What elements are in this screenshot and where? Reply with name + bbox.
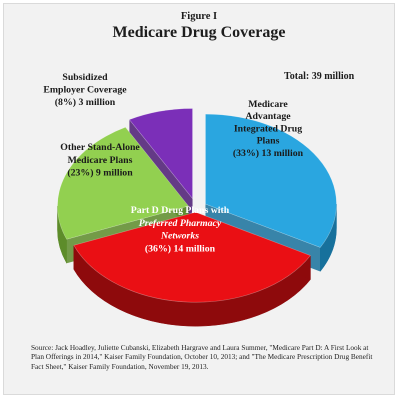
part-d-preferred-label-line: Part D Drug Plans with — [131, 205, 230, 216]
chart-title: Medicare Drug Coverage — [112, 24, 286, 41]
medicare-advantage-label-line: Integrated Drug — [234, 123, 302, 134]
figure-label: Figure I — [180, 11, 218, 22]
total-label: Total: 39 million — [284, 71, 355, 82]
part-d-preferred-slice — [73, 211, 311, 303]
subsidized-employer-label-line: Subsidized — [62, 72, 108, 83]
other-stand-alone-slice-side — [57, 206, 67, 265]
other-stand-alone-label-line: (23%) 9 million — [67, 168, 133, 179]
subsidized-employer-label-line: Employer Coverage — [43, 84, 127, 95]
medicare-advantage-slice — [205, 113, 337, 248]
subsidized-employer-slice — [128, 108, 193, 200]
medicare-advantage-label-line: Advantage — [245, 111, 291, 122]
medicare-advantage-label-line: Plans — [257, 136, 280, 147]
part-d-preferred-label: Part D Drug Plans with Preferred Pharmacy… — [131, 205, 230, 254]
pie-labels: Medicare Advantage Integrated Drug Plans (33… — [43, 72, 303, 254]
medicare-advantage-label-line: Medicare — [248, 99, 288, 110]
other-stand-alone-label-line: Medicare Plans — [68, 155, 133, 166]
other-stand-alone-label: Other Stand-Alone Medicare Plans (23%) 9 m… — [60, 142, 140, 179]
part-d-preferred-label-line: (36%) 14 million — [145, 243, 216, 254]
medicare-advantage-label-line: (33%) 13 million — [233, 148, 304, 159]
part-d-preferred-label-line: Preferred Pharmacy — [139, 218, 222, 229]
pie-tops — [57, 108, 337, 303]
subsidized-employer-label-line: (8%) 3 million — [55, 97, 116, 108]
part-d-preferred-label-line: Networks — [160, 231, 199, 242]
source-note: Source: Jack Hoadley, Juliette Cubanski,… — [31, 343, 373, 371]
medicare-advantage-label: Medicare Advantage Integrated Drug Plans (33… — [233, 99, 304, 159]
subsidized-employer-label: Subsidized Employer Coverage (8%) 3 millio… — [43, 72, 127, 108]
other-stand-alone-slice — [57, 126, 189, 240]
other-stand-alone-label-line: Other Stand-Alone — [60, 142, 140, 153]
